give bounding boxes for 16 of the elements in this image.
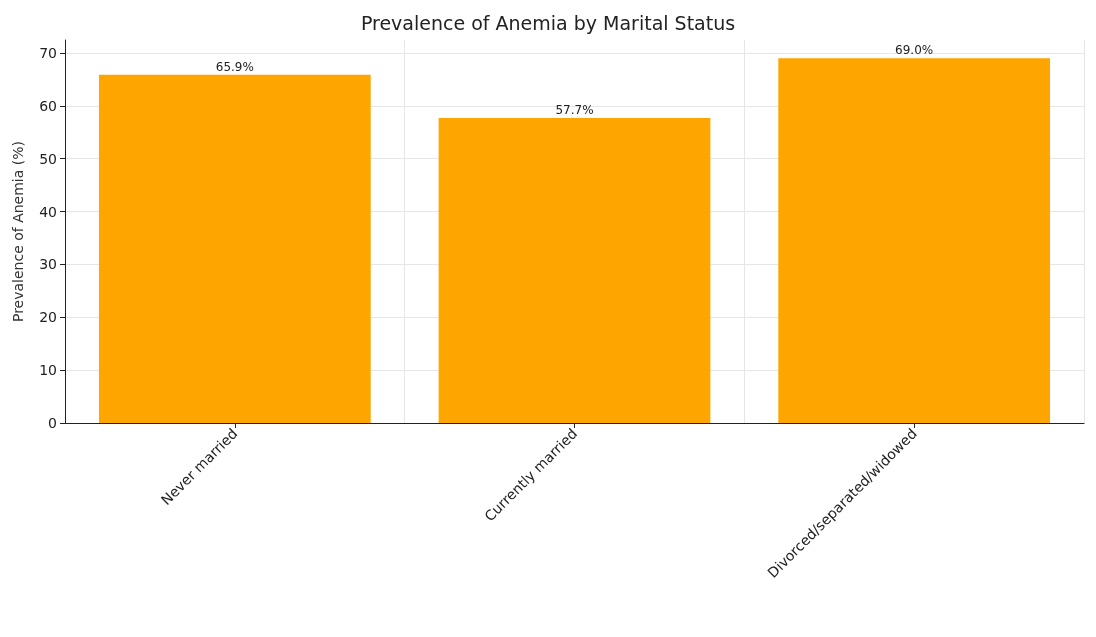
bar [98, 74, 371, 423]
y-tick-label: 30 [39, 256, 57, 273]
y-tick-label: 50 [39, 150, 57, 167]
y-tick-label: 60 [39, 97, 57, 114]
data-label: 69.0% [895, 43, 934, 58]
chart-title: Prevalence of Anemia by Marital Status [360, 11, 736, 34]
bar [778, 58, 1051, 423]
y-tick-label: 0 [48, 415, 57, 431]
y-tick-label: 20 [39, 309, 57, 326]
y-tick-label: 70 [39, 44, 57, 61]
y-tick-label: 10 [39, 362, 57, 379]
bar [438, 117, 711, 423]
y-axis-title: Prevalence of Anemia (%) [10, 140, 26, 323]
data-label: 65.9% [215, 59, 254, 74]
y-tick-label: 40 [39, 203, 57, 220]
data-label: 57.7% [555, 102, 594, 117]
